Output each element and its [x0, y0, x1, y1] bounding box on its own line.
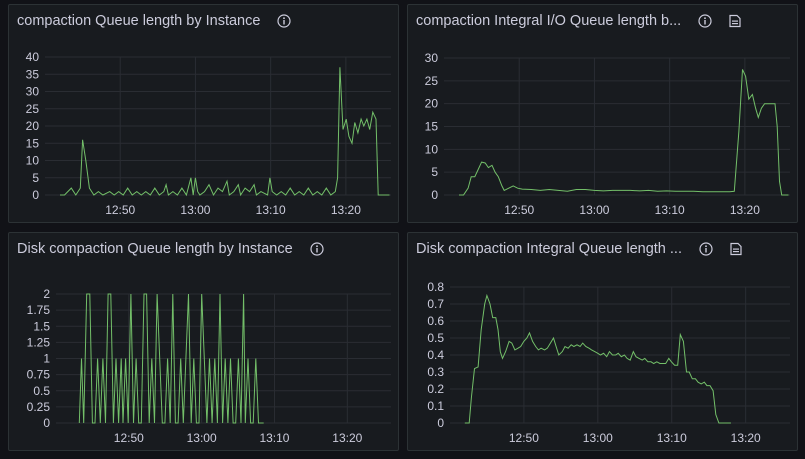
y-tick-label: 1.25 — [27, 335, 51, 349]
y-tick-label: 0.5 — [427, 331, 444, 345]
y-tick-label: 0.7 — [427, 297, 444, 311]
x-tick-label: 12:50 — [504, 203, 534, 217]
y-tick-label: 0.75 — [27, 368, 51, 382]
info-icon[interactable] — [697, 13, 713, 29]
y-tick-label: 25 — [26, 102, 40, 116]
y-tick-label: 1 — [43, 352, 50, 366]
panel-title[interactable]: Disk compaction Queue length by Instance — [17, 241, 293, 257]
x-tick-label: 12:50 — [105, 203, 135, 217]
y-tick-label: 30 — [26, 85, 40, 99]
chart: 0 0.25 0.5 0.75 1 1.25 1.5 1.75 2 12:50 13:00 13:10… — [27, 287, 391, 445]
y-tick-label: 0 — [431, 188, 438, 202]
panel-header[interactable]: Disk compaction Queue length by Instance — [9, 233, 398, 265]
y-tick-label: 5 — [431, 165, 438, 179]
y-tick-label: 0 — [43, 416, 50, 430]
panel-compaction-queue-length[interactable]: compaction Queue length by Instance 0 5 10… — [8, 4, 399, 223]
series-line — [459, 69, 789, 196]
panel-disk-compaction-integral-queue-length[interactable]: Disk compaction Integral Queue length ..… — [407, 232, 798, 451]
y-tick-label: 25 — [425, 74, 439, 88]
y-tick-label: 20 — [26, 119, 40, 133]
y-tick-label: 0.1 — [427, 399, 444, 413]
x-tick-label: 13:20 — [332, 431, 362, 445]
x-tick-label: 13:00 — [583, 431, 613, 445]
y-tick-label: 35 — [26, 67, 40, 81]
series-line — [78, 293, 264, 424]
x-tick-label: 13:20 — [331, 203, 361, 217]
y-tick-label: 30 — [425, 51, 439, 65]
y-tick-label: 2 — [43, 287, 50, 301]
info-icon[interactable] — [698, 241, 714, 257]
x-tick-label: 13:20 — [731, 431, 761, 445]
y-tick-label: 0.25 — [27, 400, 51, 414]
y-tick-label: 15 — [425, 120, 439, 134]
panel-title[interactable]: compaction Integral I/O Queue length b..… — [416, 13, 682, 29]
y-tick-label: 15 — [26, 136, 40, 150]
chart: 0 5 10 15 20 25 30 12:50 13:00 13:10 13:20 — [425, 51, 790, 217]
series-line — [60, 67, 390, 197]
y-tick-label: 0.2 — [427, 382, 444, 396]
y-tick-label: 0.3 — [427, 365, 444, 379]
y-tick-label: 0.6 — [427, 314, 444, 328]
y-tick-label: 0.8 — [427, 280, 444, 294]
y-tick-label: 5 — [32, 171, 39, 185]
x-tick-label: 13:00 — [180, 203, 210, 217]
panel-disk-compaction-queue-length[interactable]: Disk compaction Queue length by Instance… — [8, 232, 399, 451]
series-line — [464, 293, 731, 424]
info-icon[interactable] — [309, 241, 325, 257]
x-tick-label: 13:10 — [256, 203, 286, 217]
x-tick-label: 12:50 — [114, 431, 144, 445]
y-tick-label: 0.5 — [33, 384, 50, 398]
panel-title[interactable]: compaction Queue length by Instance — [17, 13, 261, 29]
y-tick-label: 10 — [425, 142, 439, 156]
panel-title[interactable]: Disk compaction Integral Queue length ..… — [416, 241, 682, 257]
y-tick-label: 10 — [26, 154, 40, 168]
panel-header[interactable]: compaction Integral I/O Queue length b..… — [408, 5, 797, 37]
x-tick-label: 13:00 — [579, 203, 609, 217]
y-tick-label: 0.4 — [427, 348, 444, 362]
chart: 0 0.1 0.2 0.3 0.4 0.5 0.6 0.7 0.8 12:50 13:00 13:10… — [427, 280, 790, 445]
chart: 0 5 10 15 20 25 30 35 40 12:50 13:00 13:10 13:20 — [26, 50, 391, 217]
y-tick-label: 20 — [425, 97, 439, 111]
y-tick-label: 1.5 — [33, 319, 50, 333]
panel-header[interactable]: compaction Queue length by Instance — [9, 5, 398, 37]
x-tick-label: 13:10 — [259, 431, 289, 445]
panel-header[interactable]: Disk compaction Integral Queue length ..… — [408, 233, 797, 265]
x-tick-label: 13:10 — [655, 203, 685, 217]
x-tick-label: 12:50 — [509, 431, 539, 445]
x-tick-label: 13:20 — [730, 203, 760, 217]
y-tick-label: 1.75 — [27, 303, 51, 317]
y-tick-label: 0 — [437, 416, 444, 430]
x-tick-label: 13:10 — [657, 431, 687, 445]
x-tick-label: 13:00 — [187, 431, 217, 445]
report-icon[interactable] — [728, 241, 744, 257]
panel-compaction-integral-io-queue-length[interactable]: compaction Integral I/O Queue length b..… — [407, 4, 798, 223]
y-tick-label: 40 — [26, 50, 40, 64]
report-icon[interactable] — [727, 13, 743, 29]
info-icon[interactable] — [276, 13, 292, 29]
y-tick-label: 0 — [32, 188, 39, 202]
